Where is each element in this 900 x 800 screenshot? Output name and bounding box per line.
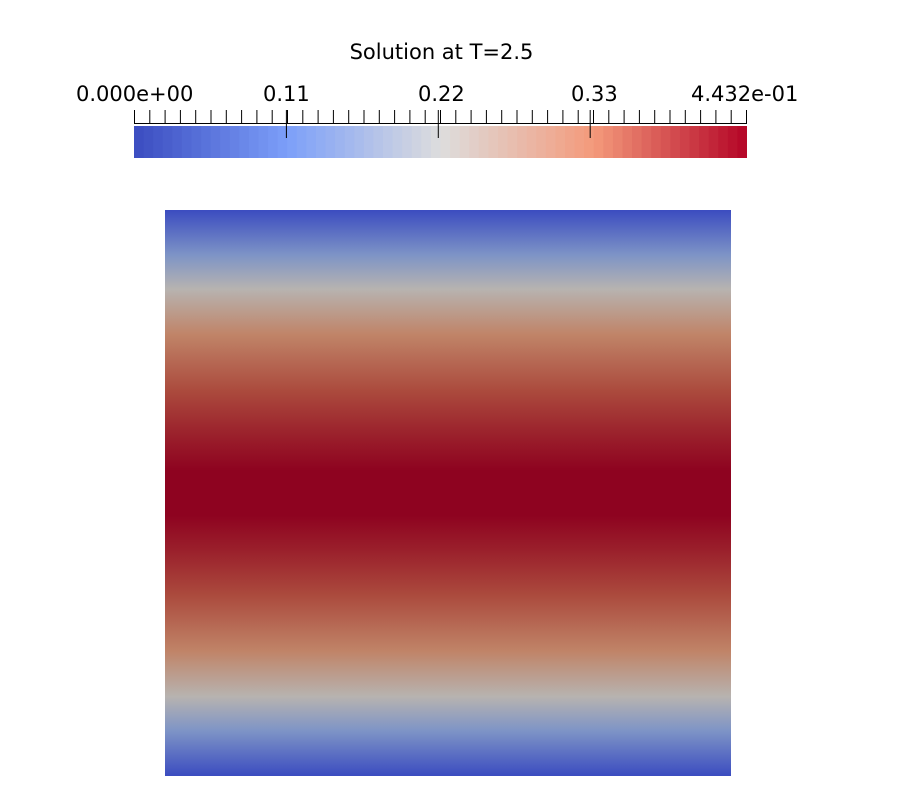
colorbar-swatch xyxy=(622,126,633,158)
colorbar-swatch xyxy=(641,126,652,158)
colorbar-swatch xyxy=(172,126,183,158)
colorbar-swatch xyxy=(507,126,518,158)
colorbar-tick-label-1: 0.11 xyxy=(263,82,310,106)
colorbar-swatch xyxy=(478,126,489,158)
colorbar-swatch xyxy=(354,126,365,158)
colorbar-swatch xyxy=(220,126,231,158)
colorbar-swatch xyxy=(584,126,595,158)
colorbar-swatch xyxy=(440,126,451,158)
colorbar-swatch xyxy=(689,126,700,158)
colorbar-swatch xyxy=(699,126,710,158)
solution-field-plot[interactable] xyxy=(165,210,731,776)
colorbar-swatch xyxy=(555,126,566,158)
colorbar-swatch xyxy=(430,126,442,158)
colorbar-swatch xyxy=(134,126,145,158)
colorbar-swatch xyxy=(526,126,537,158)
colorbar-swatch xyxy=(536,126,547,158)
colorbar-swatch xyxy=(153,126,164,158)
colorbar-swatch xyxy=(296,126,308,158)
colorbar-max-label: 4.432e-01 xyxy=(691,82,799,106)
colorbar-gradient xyxy=(134,126,747,158)
colorbar-swatch xyxy=(162,126,173,158)
colorbar-swatch xyxy=(660,126,671,158)
colorbar-swatch xyxy=(565,126,576,158)
colorbar-swatch xyxy=(670,126,681,158)
colorbar-swatch xyxy=(727,126,739,158)
colorbar-swatch xyxy=(373,126,384,158)
colorbar-swatch xyxy=(210,126,221,158)
colorbar-swatch xyxy=(229,126,240,158)
colorbar-swatch xyxy=(603,126,614,158)
colorbar-swatch xyxy=(718,126,729,158)
colorbar-swatch xyxy=(335,126,346,158)
colorbar-swatch xyxy=(201,126,212,158)
colorbar-swatch xyxy=(545,126,557,158)
colorbar-tick-label-2: 0.22 xyxy=(418,82,465,106)
colorbar-swatch xyxy=(632,126,643,158)
colorbar-swatch xyxy=(392,126,403,158)
colorbar-swatch xyxy=(679,126,691,158)
colorbar-swatch xyxy=(191,126,202,158)
colorbar-swatch xyxy=(737,126,747,158)
colorbar-swatch xyxy=(612,126,624,158)
colorbar-swatch xyxy=(181,126,193,158)
colorbar-swatch xyxy=(287,126,298,158)
colorbar-swatch xyxy=(248,126,260,158)
colorbar-swatch xyxy=(268,126,279,158)
legend-title: Solution at T=2.5 xyxy=(349,40,534,64)
colorbar-swatch xyxy=(593,126,604,158)
colorbar-swatch xyxy=(450,126,461,158)
colorbar-swatch xyxy=(143,126,154,158)
colorbar-swatch xyxy=(239,126,250,158)
colorbar-ticks xyxy=(134,110,747,138)
colorbar-swatch xyxy=(488,126,499,158)
colorbar-swatch xyxy=(306,126,317,158)
colorbar-swatch xyxy=(497,126,509,158)
colorbar-swatch xyxy=(411,126,422,158)
colorbar-swatch xyxy=(258,126,269,158)
colorbar-swatch xyxy=(315,126,327,158)
colorbar-swatch xyxy=(325,126,336,158)
colorbar-swatch xyxy=(459,126,470,158)
colorbar-swatch xyxy=(574,126,585,158)
colorbar-swatch xyxy=(469,126,480,158)
colorbar-swatch xyxy=(383,126,394,158)
colorbar-tick-label-3: 0.33 xyxy=(571,82,618,106)
colorbar-swatch xyxy=(277,126,288,158)
colorbar-swatch xyxy=(402,126,413,158)
colorbar-swatch xyxy=(651,126,662,158)
colorbar-swatch xyxy=(517,126,528,158)
colorbar-swatch xyxy=(421,126,432,158)
colorbar-swatch xyxy=(363,126,375,158)
colorbar-swatch xyxy=(708,126,719,158)
colorbar-min-label: 0.000e+00 xyxy=(76,82,194,106)
colorbar xyxy=(134,110,747,158)
colorbar-swatch xyxy=(344,126,355,158)
